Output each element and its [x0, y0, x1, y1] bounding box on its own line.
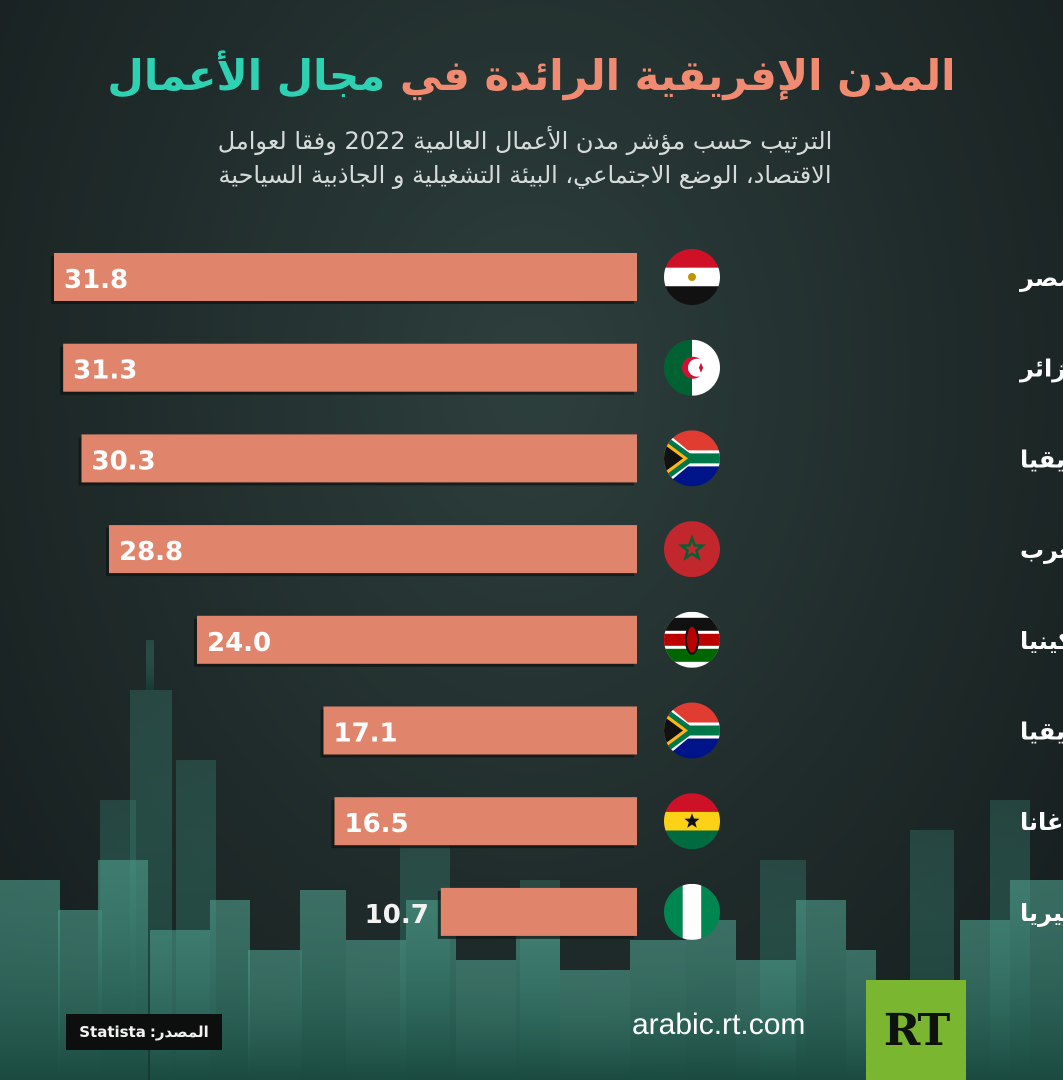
bar	[440, 887, 637, 936]
bar	[323, 706, 637, 755]
egypt-flag	[664, 249, 720, 305]
ghana-flag	[664, 793, 720, 850]
bar	[109, 525, 637, 574]
source-label: المصدر:	[149, 1023, 209, 1041]
morocco-flag	[664, 521, 720, 578]
source-badge: المصدر: Statista	[66, 1014, 222, 1050]
value-label: 30.3	[92, 446, 156, 476]
algeria-flag	[664, 339, 720, 396]
source-value: Statista	[79, 1023, 146, 1041]
kenya-flag	[664, 611, 720, 668]
bar	[197, 615, 637, 664]
south-africa-flag	[664, 702, 720, 759]
bar	[54, 253, 637, 301]
site-url[interactable]: arabic.rt.com	[632, 1008, 806, 1041]
value-label: 10.7	[365, 900, 429, 930]
bar-group: 28.8 الدار البيضاء - المغرب	[106, 521, 1063, 578]
category-label: القاهرة - مصر	[1019, 264, 1063, 292]
bar-group: 17.1 كيب تاون - جنوب إفريقيا	[320, 702, 1063, 759]
category-label: نيروبي - كينيا	[1020, 627, 1063, 655]
bar	[63, 343, 637, 392]
south-africa-flag	[664, 430, 720, 487]
bar-group: 10.7 لاغوس - نيجيريا	[365, 883, 1063, 940]
bar-group: 31.8 القاهرة - مصر	[51, 249, 1063, 305]
bar-group: 31.3 الجزائر - الجزائر	[60, 339, 1063, 396]
category-label: الدار البيضاء - المغرب	[1020, 536, 1063, 564]
title-part-1: المدن الإفريقية الرائدة في	[399, 51, 956, 100]
value-label: 31.3	[73, 356, 137, 386]
value-label: 24.0	[207, 628, 271, 658]
value-label: 31.8	[64, 265, 128, 295]
rt-logo-text: RT	[883, 1004, 951, 1056]
rt-logo: RT	[866, 980, 966, 1080]
subtitle-line-2: الاقتصاد، الوضع الاجتماعي، البيئة التشغي…	[218, 161, 832, 189]
category-label: الجزائر - الجزائر	[1019, 355, 1063, 383]
subtitle-line-1: الترتيب حسب مؤشر مدن الأعمال العالمية 20…	[217, 127, 833, 155]
category-label: كيب تاون - جنوب إفريقيا	[1020, 718, 1063, 746]
bar-group: 24.0 نيروبي - كينيا	[194, 611, 1063, 668]
page-title: المدن الإفريقية الرائدة في مجال الأعمال	[0, 48, 1063, 104]
category-label: جوهانسبورغ - جنوب إفريقيا	[1020, 445, 1063, 473]
bar-group: 30.3 جوهانسبورغ - جنوب إفريقيا	[78, 430, 1063, 487]
value-label: 16.5	[345, 809, 409, 839]
category-label: أكرا - غانا	[1020, 806, 1063, 836]
value-label: 28.8	[119, 537, 183, 567]
title-part-2: مجال الأعمال	[107, 51, 386, 100]
bar	[334, 797, 637, 846]
nigeria-flag	[664, 883, 720, 940]
value-label: 17.1	[334, 719, 398, 749]
category-label: لاغوس - نيجيريا	[1020, 899, 1063, 927]
subtitle: الترتيب حسب مؤشر مدن الأعمال العالمية 20…	[150, 124, 900, 192]
bar-group: 16.5 أكرا - غانا	[331, 793, 1063, 850]
bar	[81, 434, 637, 483]
